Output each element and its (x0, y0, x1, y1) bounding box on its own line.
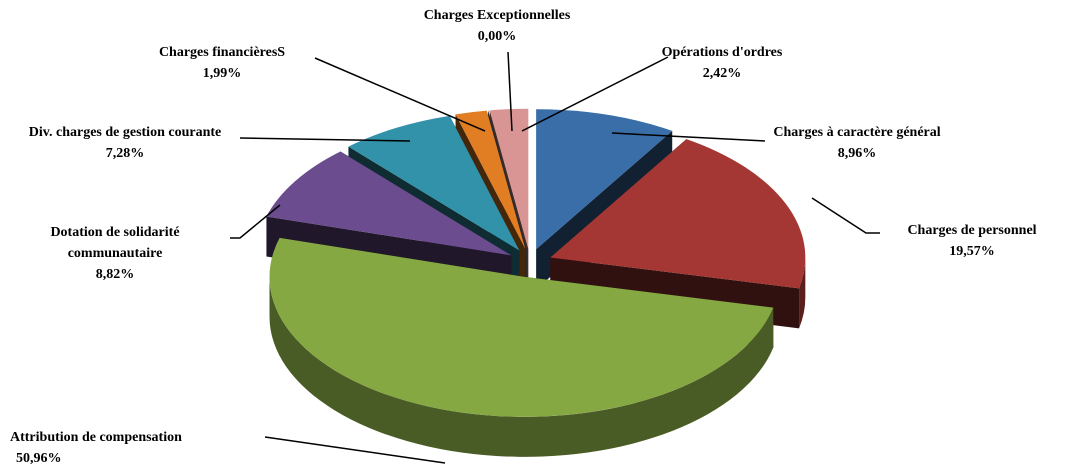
slice-label: Charges de personnel 19,57% (907, 220, 1036, 262)
value-label: 8,96% (837, 146, 877, 161)
category-label: Attribution de compensation (10, 430, 182, 445)
category-label: Charges de personnel (907, 223, 1037, 238)
value-label: 50,96% (16, 451, 62, 466)
slice (348, 115, 520, 251)
slice-label: Attribution de compensation 50,96% (10, 427, 182, 469)
category-label: Div. charges de gestion courante (28, 125, 222, 140)
category-label: Opérations d'ordres (661, 45, 783, 60)
slice-label: Charges Exceptionnelles 0,00% (424, 5, 571, 47)
slice-label: Dotation de solidarité communautaire 8,82… (15, 222, 215, 285)
slice-group (269, 237, 774, 457)
value-label: 0,00% (477, 29, 517, 44)
category-label: Charges Exceptionnelles (423, 8, 571, 23)
slice (266, 151, 512, 256)
slice (536, 109, 673, 250)
value-label: 2,42% (702, 66, 742, 81)
slice (455, 110, 526, 250)
category-label: Charges financièresS (158, 45, 286, 60)
slice-side (799, 257, 806, 329)
leader-line (521, 56, 669, 132)
value-label: 19,57% (949, 244, 995, 259)
slice-label: Opérations d'ordres 2,42% (662, 42, 783, 84)
leader-line (264, 436, 446, 464)
leader-line (239, 137, 411, 142)
slice (550, 139, 806, 289)
slice-label: Div. charges de gestion courante 7,28% (10, 122, 240, 164)
category-label: Dotation de solidarité communautaire (50, 225, 180, 261)
slice-side (269, 276, 774, 457)
leader-line (611, 132, 766, 142)
slice-label: Charges à caractère général 8,96% (773, 122, 940, 164)
leader-line (230, 204, 281, 239)
category-label: Charges à caractère général (773, 125, 941, 140)
slice-label: Charges financièresS 1,99% (159, 42, 285, 84)
leader-line (314, 57, 486, 132)
value-label: 8,82% (95, 267, 135, 282)
leader-line (507, 51, 513, 132)
leader-line (811, 197, 880, 234)
slice (489, 108, 529, 249)
slice (269, 237, 774, 417)
value-label: 1,99% (202, 66, 242, 81)
value-label: 7,28% (105, 146, 145, 161)
